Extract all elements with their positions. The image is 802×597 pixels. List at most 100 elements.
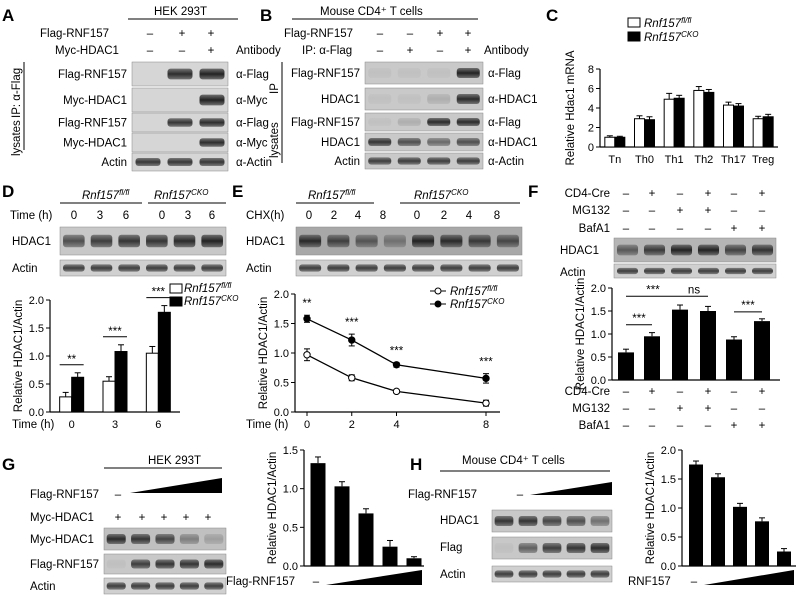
- panel-g-row-label: Myc-HDAC1: [30, 512, 94, 524]
- chart-c-bar: [673, 97, 685, 148]
- panel-b-blot-name: Flag-RNF157: [291, 68, 360, 80]
- panel-e-time: 0: [414, 210, 420, 222]
- panel-h-blot-flag-band: [566, 543, 586, 553]
- chart-h-gradient-wedge: [704, 570, 794, 585]
- panel-f-mark: –: [623, 188, 630, 200]
- panel-f-letter: F: [528, 182, 538, 201]
- chart-h-y-tick-label: 0.0: [661, 561, 676, 573]
- chart-f-mark: –: [623, 403, 630, 415]
- panel-h-blot-actin-band: [566, 570, 586, 578]
- panel-d-time: 6: [123, 210, 129, 222]
- chart-d-y-tick-label: 2.0: [29, 295, 44, 307]
- chart-h-bar: [777, 551, 791, 566]
- chart-c-bar: [752, 118, 764, 148]
- panel-d-time: 6: [209, 210, 215, 222]
- panel-f-row-label: BafA1: [579, 223, 610, 235]
- chart-e-point: [482, 399, 490, 407]
- chart-c-legend-label-base: Rnf157: [644, 18, 682, 30]
- panel-d-blot-hdac1-band: [118, 234, 140, 248]
- chart-c-bar: [614, 136, 626, 148]
- panel-b-blot-band: [397, 117, 421, 127]
- panel-h-gradient-wedge: [530, 482, 612, 495]
- panel-a-blot-band: [167, 157, 193, 167]
- panel-g-blot-actin-band: [106, 582, 126, 590]
- chart-g-bar: [334, 486, 350, 566]
- panel-e-blot-actin-band: [468, 264, 491, 272]
- chart-f-bar: [700, 311, 716, 380]
- chart-f-mark: –: [649, 420, 656, 432]
- panel-f-blot-actin-band: [724, 267, 747, 275]
- panel-g-plus: +: [183, 512, 190, 524]
- chart-f: 0.0 0.5 1.0 1.5 2.0 Relative HDAC1/Actin *** **…: [565, 278, 780, 432]
- panel-b-blot: [364, 132, 484, 152]
- panel-a-row-flag: Flag-RNF157: [40, 28, 109, 40]
- panel-b-blot: [364, 61, 484, 85]
- panel-a-blot-band: [167, 68, 193, 80]
- panel-e-blot-actin-band: [327, 264, 350, 272]
- chart-f-row-label: MG132: [572, 403, 610, 415]
- chart-f-sig: ***: [646, 284, 660, 296]
- panel-h-blot-flag-band: [542, 543, 562, 553]
- panel-a-mark: +: [208, 28, 215, 40]
- panel-f-mark: +: [759, 223, 766, 235]
- panel-b-blot-band: [456, 117, 480, 127]
- panel-b-blot-band: [397, 137, 421, 147]
- panel-h-blot-name: HDAC1: [440, 515, 479, 527]
- chart-f-sig: ***: [632, 313, 646, 325]
- panel-g-blot-myc-band: [179, 534, 199, 544]
- chart-e-legend-label-sup: CKO: [487, 297, 504, 306]
- chart-e-x-label: Time (h): [246, 419, 289, 431]
- chart-c-x-tick-label: Treg: [752, 154, 774, 166]
- panel-b-blot: [364, 112, 484, 132]
- chart-e-y-tick-label: 0.5: [274, 378, 289, 390]
- panel-e-blot-hdac1-band: [355, 234, 378, 248]
- chart-f-mark: –: [677, 386, 684, 398]
- panel-g-plus: +: [115, 512, 122, 524]
- chart-h-minus: –: [691, 576, 698, 588]
- panel-b-blot-band: [456, 68, 480, 78]
- panel-b-letter: B: [260, 6, 272, 25]
- chart-e-legend-label: Rnf157CKO: [450, 297, 504, 311]
- panel-g-blot-name: Flag-RNF157: [30, 559, 99, 571]
- chart-d-legend-label-sup: CKO: [221, 294, 238, 303]
- chart-e-x-tick-label: 4: [393, 419, 399, 431]
- panel-f-blot-hdac1-band: [697, 244, 720, 256]
- panel-e-blot-actin-band: [440, 264, 463, 272]
- chart-e-x-tick-label: 8: [483, 419, 489, 431]
- panel-h-blot-hdac1-band: [542, 516, 562, 526]
- panel-a-mark: –: [147, 28, 154, 40]
- chart-c-y-tick-label: 8: [588, 64, 594, 76]
- chart-d-y-tick-label: 1.0: [29, 351, 44, 363]
- chart-c-bar: [723, 104, 734, 148]
- panel-h-blot-flag-band: [518, 543, 538, 553]
- panel-a-blot-band: [199, 118, 225, 127]
- panel-a-blot-name: Flag-RNF157: [58, 118, 127, 130]
- panel-g-blot-name: Actin: [30, 581, 56, 593]
- panel-f-blot-hdac1-band: [670, 244, 693, 256]
- panel-b-blot-name: Flag-RNF157: [291, 117, 360, 129]
- panel-h-blot-actin-band: [518, 570, 538, 578]
- chart-d-sig: ***: [152, 287, 166, 299]
- chart-e-y-tick-label: 0.0: [274, 407, 289, 419]
- chart-c-bar: [693, 89, 705, 148]
- panel-h-blot-flag-band: [590, 543, 610, 553]
- panel-e-blot-hdac1-band: [468, 234, 491, 248]
- panel-f-header: CD4-Cre – + – + – + MG132 – – + + – – BafA1 – – – – + + HDAC1…: [560, 188, 777, 279]
- panel-a-blot-band: [199, 157, 225, 167]
- chart-c-legend-label-sup: fl/fl: [681, 16, 691, 25]
- chart-f-mark: +: [705, 403, 712, 415]
- panel-h-blot-hdac1-band: [518, 516, 538, 526]
- panel-b-blots: Flag-RNF157 α-Flag HDAC1 α-HDAC1 Flag-RNF157…: [291, 61, 537, 170]
- panel-a-blot-name: Myc-HDAC1: [63, 95, 127, 107]
- panel-f-blot-actin-band: [643, 267, 666, 275]
- panel-a-blot-ab: α-Myc: [236, 138, 268, 150]
- panel-b-blot-band: [427, 137, 451, 147]
- panel-g-blot-myc-band: [131, 534, 151, 544]
- panel-b-blot-name: Actin: [334, 156, 360, 168]
- panel-e-time: 8: [494, 210, 500, 222]
- chart-e-legend-label-sup: fl/fl: [487, 284, 497, 293]
- chart-f-mark: +: [759, 386, 766, 398]
- chart-e-point: [303, 351, 311, 359]
- panel-d-time-label: Time (h): [10, 210, 53, 222]
- panel-b-blot-band: [368, 117, 392, 127]
